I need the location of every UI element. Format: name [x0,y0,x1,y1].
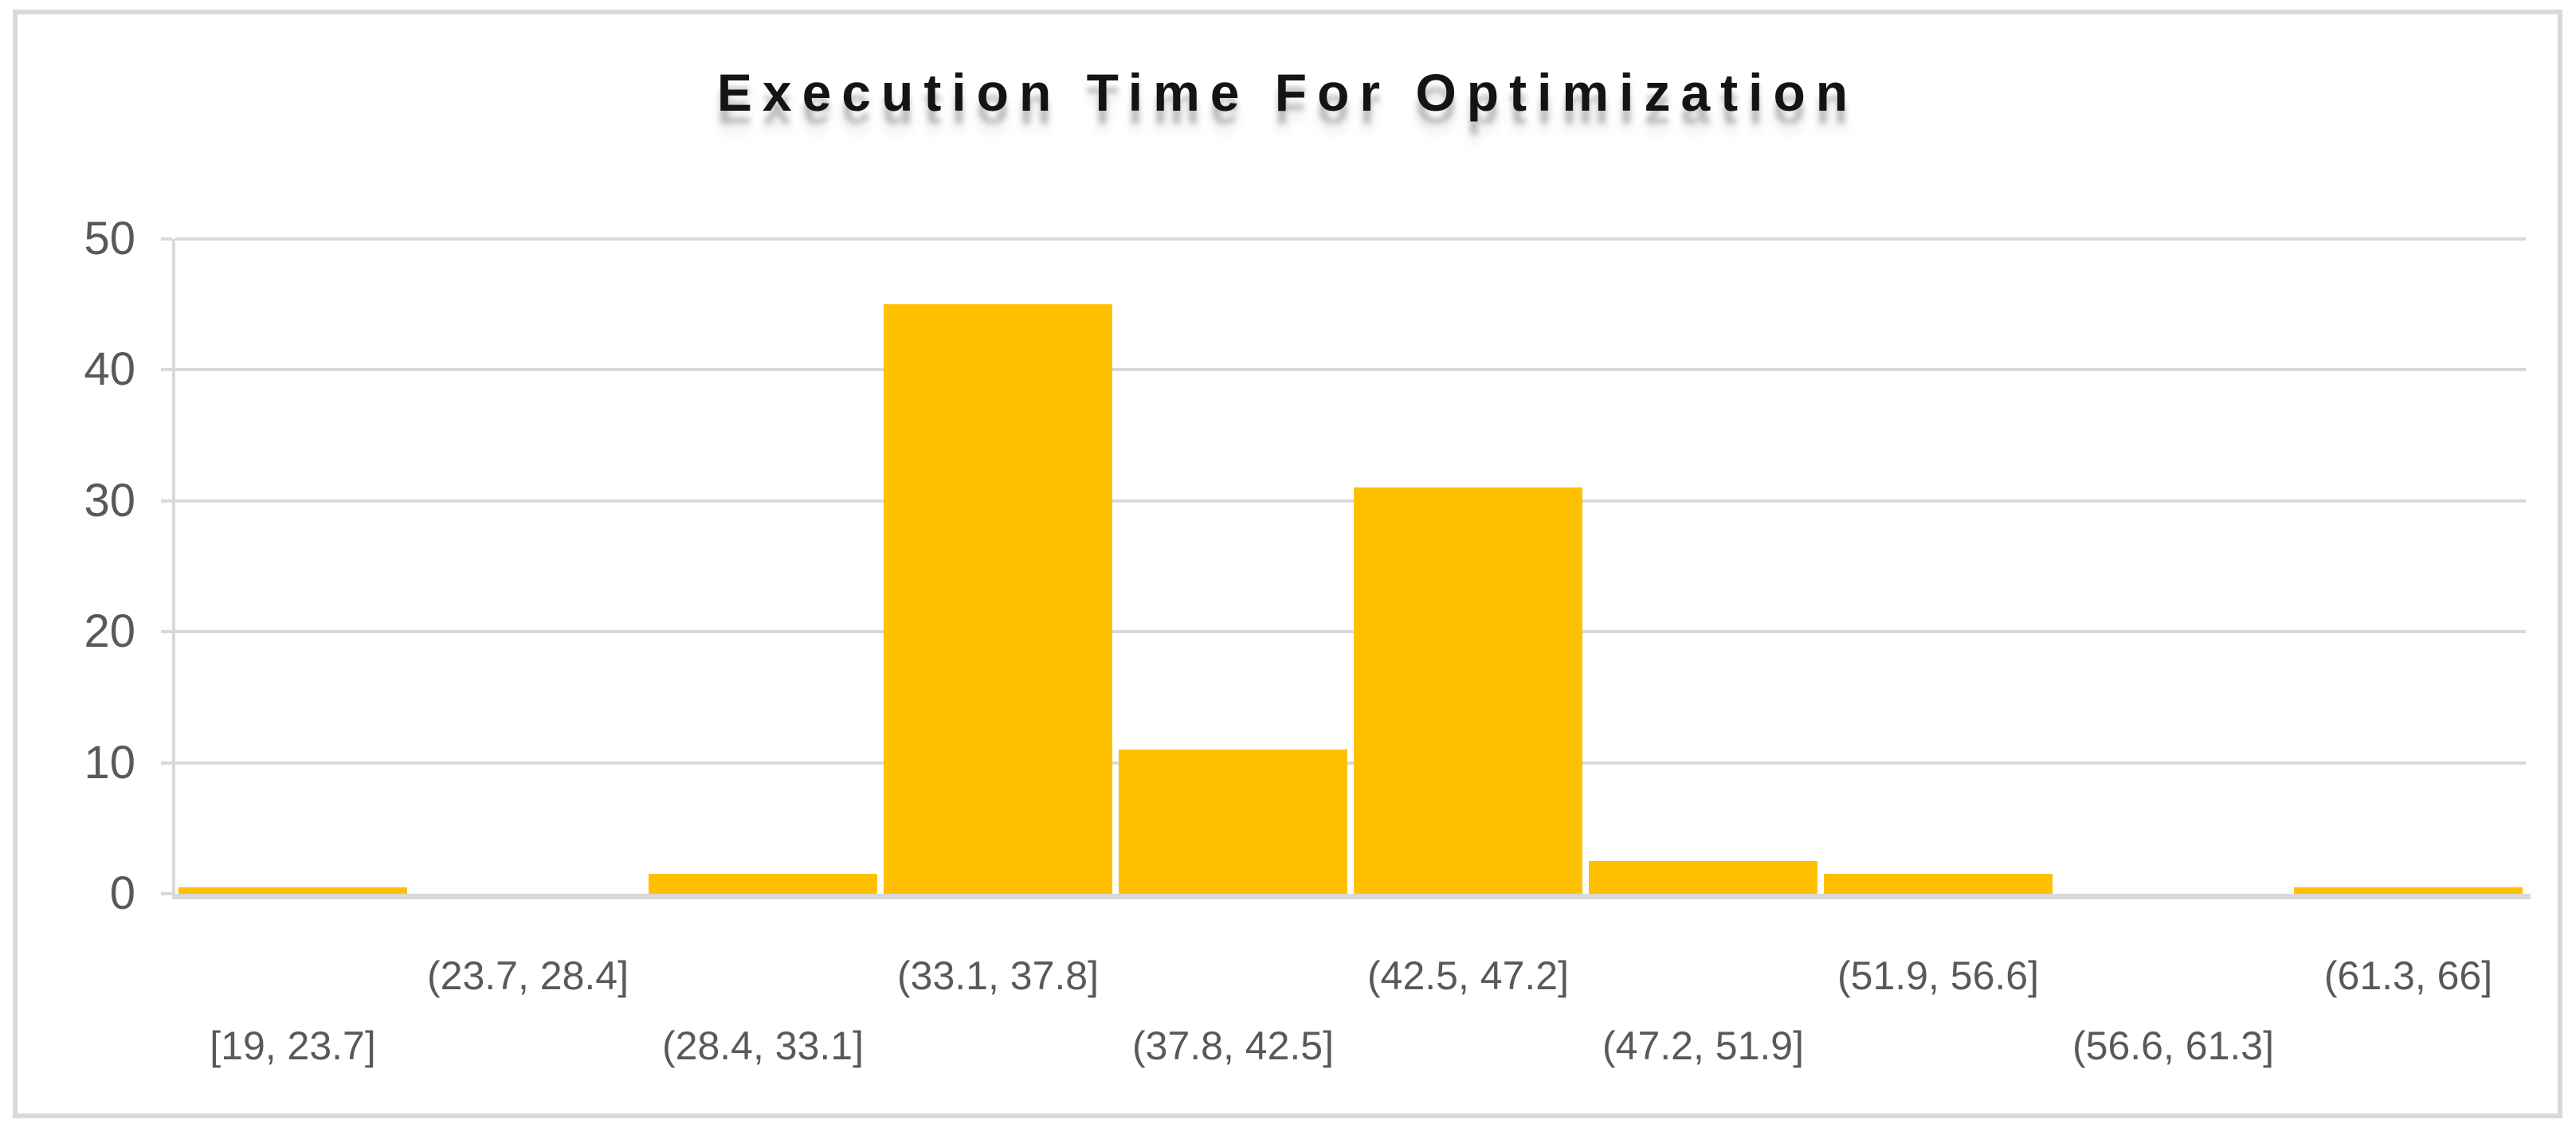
x-axis-line [172,894,2531,899]
x-tick-label-8: (51.9, 56.6] [1837,953,2039,998]
x-tick-label-4: (33.1, 37.8] [897,953,1099,998]
x-tick-label-9: (56.6, 61.3] [2072,1024,2274,1068]
histogram-bar-3 [649,874,877,894]
x-tick-label-5: (37.8, 42.5] [1132,1024,1334,1068]
y-axis-tick [161,368,172,372]
histogram-bar-1 [178,887,407,894]
gridline-y-40 [175,368,2526,372]
chart-title: Execution Time For Optimization [716,63,1859,122]
y-axis-tick [161,892,172,895]
y-tick-label-10: 10 [84,736,135,789]
y-tick-label-40: 40 [84,343,135,396]
gridline-y-30 [175,499,2526,503]
y-tick-label-30: 30 [84,474,135,526]
x-tick-label-3: (28.4, 33.1] [662,1024,864,1068]
x-tick-label-6: (42.5, 47.2] [1367,953,1569,998]
histogram-bar-10 [2294,887,2523,894]
y-tick-label-20: 20 [84,605,135,658]
histogram-bar-4 [884,304,1112,894]
x-tick-label-7: (47.2, 51.9] [1602,1024,1804,1068]
y-axis-tick [161,761,172,765]
x-tick-label-2: (23.7, 28.4] [427,953,629,998]
y-axis-tick [161,499,172,503]
histogram-bar-6 [1354,487,1582,894]
x-tick-label-10: (61.3, 66] [2323,953,2493,998]
y-axis-tick [161,237,172,241]
gridline-y-20 [175,630,2526,634]
y-axis-line [172,239,175,899]
histogram-bar-5 [1119,750,1347,894]
x-tick-label-1: [19, 23.7] [210,1024,376,1068]
y-tick-label-50: 50 [84,213,135,264]
y-tick-label-0: 0 [109,867,135,919]
chart-frame [13,10,2562,1118]
gridline-y-50 [175,237,2526,241]
histogram-bar-8 [1824,874,2053,894]
gridline-y-10 [175,761,2526,765]
y-axis-tick [161,630,172,634]
histogram-bar-7 [1589,860,1817,894]
